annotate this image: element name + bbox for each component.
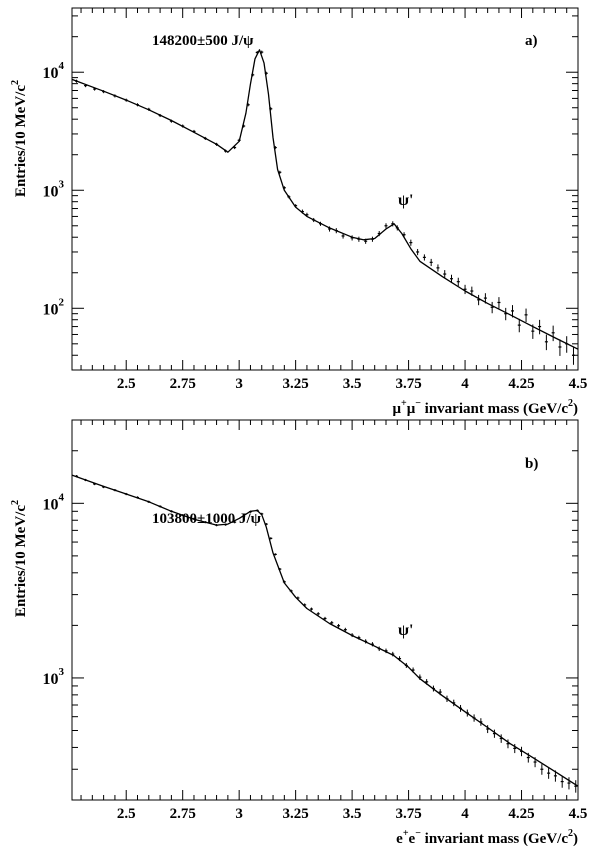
psi-prime-label: ψ' [398, 192, 413, 209]
x-tick-label: 2.75 [170, 806, 196, 822]
x-tick-label: 3.5 [343, 376, 362, 392]
x-tick-label: 3.25 [283, 376, 309, 392]
panel-label: b) [525, 456, 538, 472]
fit-curve [71, 474, 579, 787]
x-tick-label: 3 [235, 376, 243, 392]
x-tick-label: 2.5 [117, 376, 136, 392]
yield-annotation: 148200±500 J/ψ [152, 33, 254, 49]
plot-frame [71, 419, 579, 801]
x-axis-label: μ+μ− invariant mass (GeV/c2) [392, 398, 578, 417]
y-tick-label: 102 [43, 296, 65, 318]
y-tick-label: 104 [43, 491, 65, 513]
yield-annotation: 103800±1000 J/ψ [152, 511, 262, 527]
fit-curve [71, 49, 579, 350]
x-tick-label: 3.75 [395, 376, 421, 392]
y-axis-label: Entries/10 MeV/c2 [10, 80, 29, 197]
panel-label: a) [525, 33, 538, 49]
y-axis-label: Entries/10 MeV/c2 [10, 500, 29, 617]
y-tick-label: 103 [43, 178, 65, 200]
x-tick-label: 4.5 [569, 806, 588, 822]
x-tick-label: 3.75 [395, 806, 421, 822]
panel-a: 2.5 2.75 3 3.25 3.5 3.75 4 4.25 4.5 102 103 104 1482… [10, 7, 588, 417]
x-tick-label: 4 [461, 376, 469, 392]
psi-prime-label: ψ' [398, 622, 413, 639]
plot-frame [71, 7, 579, 371]
x-tick-label: 4.25 [508, 806, 534, 822]
x-tick-label: 2.75 [170, 376, 196, 392]
y-tick-label: 104 [43, 60, 65, 82]
x-tick-label: 4.5 [569, 376, 588, 392]
x-tick-label: 3 [235, 806, 243, 822]
x-tick-label: 4 [461, 806, 469, 822]
x-tick-label: 2.5 [117, 806, 136, 822]
panel-b: 2.5 2.75 3 3.25 3.5 3.75 4 4.25 4.5 103 104 103800±… [10, 419, 588, 847]
x-tick-label: 3.5 [343, 806, 362, 822]
y-tick-label: 103 [43, 666, 65, 688]
x-tick-label: 4.25 [508, 376, 534, 392]
x-tick-label: 3.25 [283, 806, 309, 822]
x-axis-label: e+e− invariant mass (GeV/c2) [396, 828, 578, 847]
